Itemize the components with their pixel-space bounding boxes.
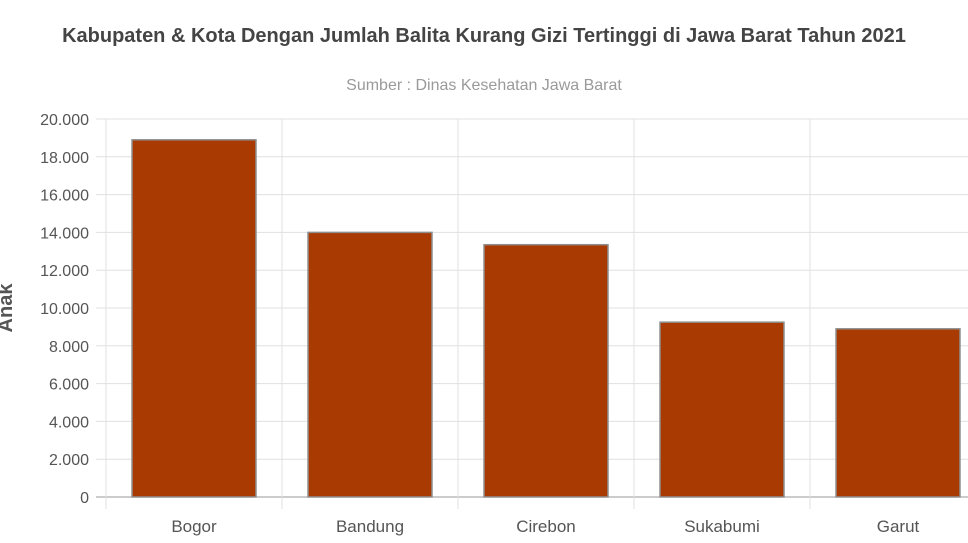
bar-sukabumi [659,321,785,498]
bar-bandung [307,231,433,498]
y-tick-label: 0 [80,490,89,507]
y-tick-label: 10.000 [40,301,89,318]
x-tick-label: Sukabumi [684,517,760,536]
y-tick-label: 4.000 [49,414,89,431]
y-tick-label: 8.000 [49,339,89,356]
bar-cirebon [483,243,609,498]
y-tick-label: 14.000 [40,225,89,242]
chart-title: Kabupaten & Kota Dengan Jumlah Balita Ku… [62,25,906,47]
y-tick-label: 2.000 [49,452,89,469]
x-tick-label: Garut [877,517,920,536]
bar-garut [835,328,961,498]
x-tick-label: Bogor [171,517,217,536]
y-axis-label: Anak [0,283,17,333]
x-tick-label: Bandung [336,517,404,536]
y-axis-ticks: 0 2.000 4.000 6.000 8.000 10.000 12.000 14.000 1… [40,112,89,507]
x-tick-label: Cirebon [516,517,576,536]
bars [131,139,961,498]
y-tick-label: 18.000 [40,150,89,167]
y-tick-label: 6.000 [49,377,89,394]
bar-bogor [131,139,257,498]
y-tick-label: 12.000 [40,263,89,280]
y-tick-label: 20.000 [40,112,89,129]
y-tick-label: 16.000 [40,188,89,205]
x-axis-ticks: Bogor Bandung Cirebon Sukabumi Garut [171,517,919,536]
chart-subtitle: Sumber : Dinas Kesehatan Jawa Barat [346,77,622,94]
